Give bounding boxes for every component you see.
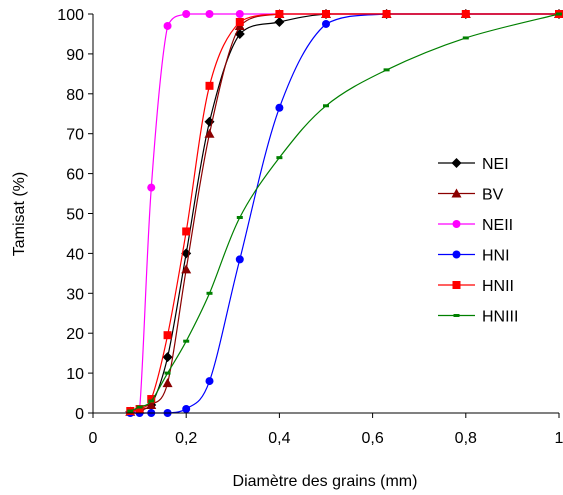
data-point	[205, 10, 214, 18]
series-line	[130, 13, 560, 412]
data-point	[135, 405, 144, 414]
data-point	[204, 128, 215, 138]
series-hni	[126, 10, 563, 417]
x-axis-title: Diamètre des grains (mm)	[233, 473, 418, 490]
data-point	[276, 156, 283, 160]
data-point	[205, 81, 214, 90]
data-point	[163, 331, 172, 340]
data-point	[235, 17, 244, 26]
x-tick-label: 0	[89, 430, 98, 447]
legend: NEI BV NEII HNI HNII HNIII	[438, 156, 518, 326]
data-point	[235, 10, 244, 18]
legend-marker	[453, 314, 460, 317]
y-tick-label: 90	[66, 47, 84, 64]
legend-item: HNI	[438, 248, 510, 265]
data-point	[322, 19, 330, 28]
data-point	[164, 371, 171, 375]
data-point	[182, 227, 191, 236]
data-point	[182, 405, 191, 414]
legend-label: NEII	[482, 217, 513, 234]
series-layer	[125, 9, 563, 417]
data-point	[235, 255, 244, 264]
y-tick-label: 40	[66, 246, 84, 263]
data-point	[163, 21, 172, 30]
data-point	[556, 12, 562, 16]
series-hnii	[126, 10, 563, 416]
data-point	[206, 291, 213, 295]
data-point	[147, 183, 156, 192]
legend-marker	[451, 188, 462, 198]
series-line	[130, 13, 559, 413]
data-point	[182, 10, 191, 18]
data-point	[127, 409, 134, 413]
data-point	[181, 264, 192, 274]
y-tick-label: 0	[75, 406, 84, 423]
series-hniii	[127, 12, 562, 413]
data-point	[183, 339, 190, 343]
x-tick-label: 1	[555, 430, 563, 447]
x-tick-label: 0,8	[455, 430, 477, 447]
data-point	[205, 377, 214, 386]
data-point	[274, 16, 285, 27]
legend-marker	[452, 250, 461, 259]
x-tick-label: 0,6	[361, 430, 383, 447]
series-line	[130, 13, 559, 412]
data-point	[275, 10, 284, 18]
legend-label: HNII	[482, 278, 514, 295]
y-tick-label: 80	[66, 87, 84, 104]
legend-marker	[452, 281, 461, 289]
series-line	[130, 13, 559, 413]
data-point	[462, 36, 469, 40]
data-point	[275, 103, 284, 112]
x-tick-label: 0,4	[268, 430, 290, 447]
legend-item: HNII	[438, 278, 514, 295]
data-point	[383, 68, 390, 72]
y-tick-label: 20	[66, 326, 84, 343]
y-axis-title: Tamisat (%)	[11, 172, 28, 256]
data-point	[162, 378, 173, 388]
data-point	[148, 399, 155, 403]
data-point	[162, 352, 173, 363]
data-point	[236, 215, 243, 219]
y-tick-label: 100	[57, 7, 84, 24]
legend-label: BV	[482, 187, 504, 204]
data-point	[461, 10, 470, 18]
legend-marker	[452, 220, 461, 228]
x-tick-label: 0,2	[175, 430, 197, 447]
data-point	[323, 104, 329, 108]
series-nei	[125, 9, 563, 417]
legend-item: NEI	[438, 156, 509, 173]
series-line	[130, 13, 559, 413]
series-bv	[125, 9, 563, 416]
data-point	[136, 405, 143, 409]
data-point	[382, 10, 391, 18]
y-tick-label: 50	[66, 207, 84, 224]
y-tick-label: 60	[66, 167, 84, 184]
series-neii	[126, 10, 563, 416]
data-point	[147, 395, 156, 404]
legend-item: NEII	[438, 217, 513, 234]
y-tick-label: 70	[66, 127, 84, 144]
y-tick-label: 30	[66, 286, 84, 303]
axes: 0 10 20 30 40 50 60 70 80 90 100 0 0,2 0,4 0,6 0,8 1	[57, 7, 563, 447]
legend-label: HNI	[482, 248, 510, 265]
data-point	[322, 10, 330, 18]
legend-marker	[451, 158, 462, 168]
data-point	[146, 400, 157, 410]
y-tick-label: 10	[66, 366, 84, 383]
legend-item: BV	[438, 187, 504, 204]
legend-label: NEI	[482, 156, 509, 173]
legend-label: HNIII	[482, 309, 518, 326]
legend-item: HNIII	[438, 309, 518, 326]
